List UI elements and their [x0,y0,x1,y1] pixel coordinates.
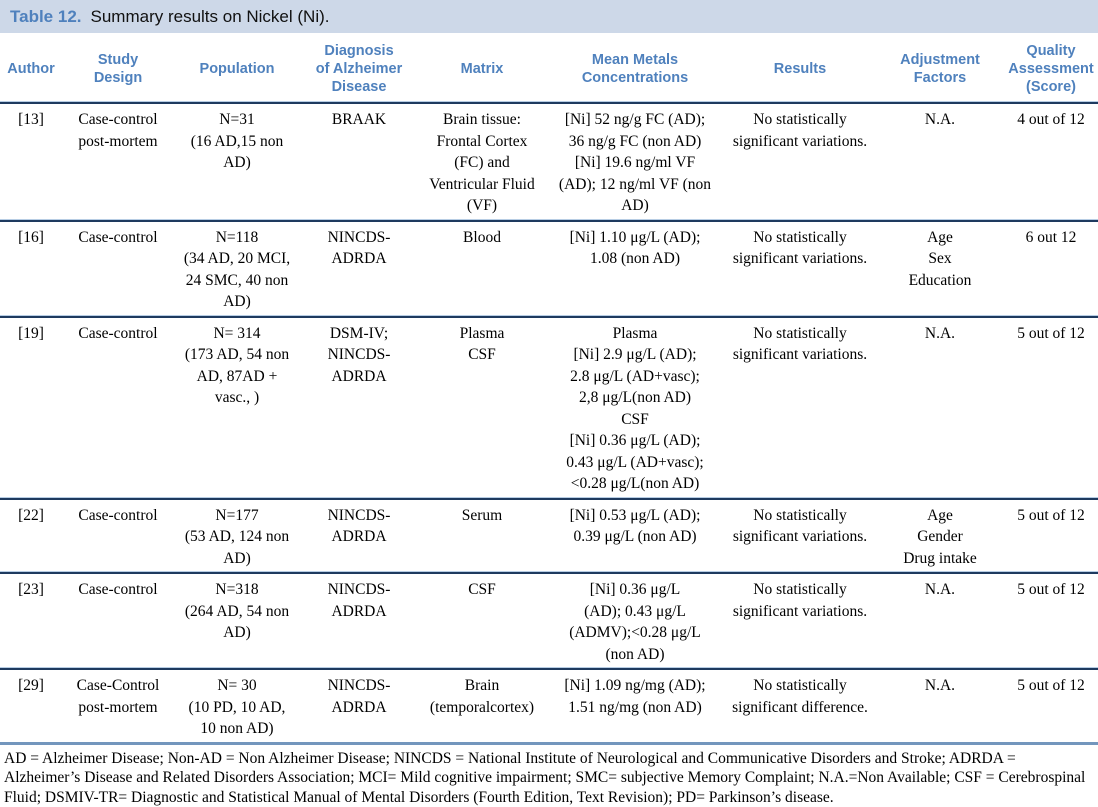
column-header-adjustment-factors: Adjustment Factors [876,39,1004,101]
cell-population: N=118 (34 AD, 20 MCI, 24 SMC, 40 non AD) [174,222,300,315]
column-header-study-design: Study Design [62,39,174,101]
table-row: [29] Case-Control post-mortem N= 30 (10 … [0,670,1098,742]
cell-results: No statistically significant variations. [724,222,876,315]
cell-concentrations: [Ni] 52 ng/g FC (AD); 36 ng/g FC (non AD… [546,104,724,219]
cell-results: No statistically significant variations. [724,104,876,219]
table-header-row: Author Study Design Population Diagnosis… [0,39,1098,101]
table-title-bar: Table 12. Summary results on Nickel (Ni)… [0,0,1098,33]
column-header-diagnosis: Diagnosis of Alzheimer Disease [300,39,418,101]
cell-study-design: Case-control [62,318,174,497]
cell-matrix: CSF [418,574,546,667]
cell-study-design: Case-control [62,500,174,572]
column-header-author: Author [0,39,62,101]
table-number-label: Table 12. [10,7,82,27]
cell-adjustment: N.A. [876,670,1004,742]
cell-adjustment: N.A. [876,574,1004,667]
column-header-population: Population [174,39,300,101]
cell-population: N=177 (53 AD, 124 non AD) [174,500,300,572]
cell-diagnosis: NINCDS- ADRDA [300,574,418,667]
cell-concentrations: Plasma [Ni] 2.9 μg/L (AD); 2.8 μg/L (AD+… [546,318,724,497]
cell-author: [13] [0,104,62,219]
cell-study-design: Case-control [62,574,174,667]
cell-author: [22] [0,500,62,572]
cell-quality: 5 out of 12 [1004,574,1098,667]
cell-study-design: Case-control post-mortem [62,104,174,219]
cell-author: [19] [0,318,62,497]
cell-results: No statistically significant difference. [724,670,876,742]
cell-matrix: Blood [418,222,546,315]
cell-results: No statistically significant variations. [724,318,876,497]
cell-results: No statistically significant variations. [724,500,876,572]
cell-study-design: Case-Control post-mortem [62,670,174,742]
table-row: [23] Case-control N=318 (264 AD, 54 non … [0,574,1098,667]
cell-adjustment: Age Gender Drug intake [876,500,1004,572]
table-row: [13] Case-control post-mortem N=31 (16 A… [0,104,1098,219]
cell-diagnosis: DSM-IV; NINCDS- ADRDA [300,318,418,497]
table-row: [19] Case-control N= 314 (173 AD, 54 non… [0,318,1098,497]
cell-author: [23] [0,574,62,667]
table-row: [16] Case-control N=118 (34 AD, 20 MCI, … [0,222,1098,315]
cell-concentrations: [Ni] 0.53 μg/L (AD); 0.39 μg/L (non AD) [546,500,724,572]
cell-quality: 4 out of 12 [1004,104,1098,219]
cell-adjustment: N.A. [876,104,1004,219]
cell-diagnosis: NINCDS- ADRDA [300,500,418,572]
column-header-concentrations: Mean Metals Concentrations [546,39,724,101]
cell-diagnosis: NINCDS- ADRDA [300,670,418,742]
cell-population: N= 30 (10 PD, 10 AD, 10 non AD) [174,670,300,742]
cell-population: N= 314 (173 AD, 54 non AD, 87AD + vasc.,… [174,318,300,497]
cell-adjustment: N.A. [876,318,1004,497]
cell-quality: 6 out 12 [1004,222,1098,315]
cell-quality: 5 out of 12 [1004,500,1098,572]
cell-author: [16] [0,222,62,315]
cell-matrix: Plasma CSF [418,318,546,497]
cell-diagnosis: NINCDS- ADRDA [300,222,418,315]
cell-matrix: Serum [418,500,546,572]
cell-population: N=318 (264 AD, 54 non AD) [174,574,300,667]
cell-matrix: Brain (temporalcortex) [418,670,546,742]
cell-quality: 5 out of 12 [1004,318,1098,497]
cell-concentrations: [Ni] 0.36 μg/L (AD); 0.43 μg/L (ADMV);<0… [546,574,724,667]
cell-results: No statistically significant variations. [724,574,876,667]
cell-concentrations: [Ni] 1.09 ng/mg (AD); 1.51 ng/mg (non AD… [546,670,724,742]
cell-concentrations: [Ni] 1.10 μg/L (AD); 1.08 (non AD) [546,222,724,315]
table-row: [22] Case-control N=177 (53 AD, 124 non … [0,500,1098,572]
cell-diagnosis: BRAAK [300,104,418,219]
cell-population: N=31 (16 AD,15 non AD) [174,104,300,219]
column-header-matrix: Matrix [418,39,546,101]
column-header-results: Results [724,39,876,101]
cell-quality: 5 out of 12 [1004,670,1098,742]
cell-author: [29] [0,670,62,742]
cell-study-design: Case-control [62,222,174,315]
table-footnote: AD = Alzheimer Disease; Non-AD = Non Alz… [0,745,1098,807]
cell-matrix: Brain tissue: Frontal Cortex (FC) and Ve… [418,104,546,219]
table-title-text: Summary results on Nickel (Ni). [91,7,330,27]
cell-adjustment: Age Sex Education [876,222,1004,315]
column-header-quality-assessment: Quality Assessment (Score) [1004,39,1098,101]
